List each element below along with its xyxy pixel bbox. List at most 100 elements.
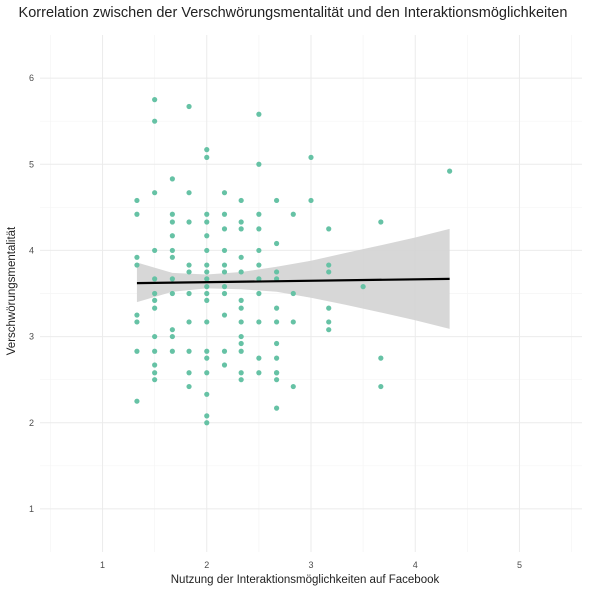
data-point <box>186 319 192 325</box>
data-point <box>152 305 158 311</box>
data-point <box>204 219 210 225</box>
data-point <box>186 219 192 225</box>
data-point <box>221 312 228 318</box>
data-point <box>204 391 210 397</box>
data-point <box>256 226 262 232</box>
y-tick-label: 2 <box>29 418 34 428</box>
data-point <box>186 269 192 275</box>
y-tick-label: 6 <box>29 73 34 83</box>
x-axis-label: Nutzung der Interaktionsmöglichkeiten au… <box>171 574 440 586</box>
x-tick-label: 2 <box>204 560 209 570</box>
data-point <box>204 420 210 426</box>
data-point <box>169 233 175 239</box>
data-point <box>256 161 262 167</box>
data-point <box>290 290 296 297</box>
data-point <box>169 290 175 297</box>
data-point <box>204 355 210 361</box>
data-point <box>186 370 192 376</box>
data-point <box>204 269 210 275</box>
data-point <box>326 269 332 275</box>
data-point <box>360 284 366 290</box>
data-point <box>221 190 228 196</box>
data-point <box>238 370 244 376</box>
data-point <box>290 383 296 390</box>
data-point <box>169 247 175 254</box>
data-point <box>204 262 210 268</box>
x-tick-label: 3 <box>308 560 313 570</box>
data-point <box>134 254 140 260</box>
data-point <box>290 211 296 217</box>
data-point <box>326 305 332 311</box>
data-point <box>204 211 210 217</box>
data-point <box>256 247 262 254</box>
data-point <box>308 154 314 160</box>
data-point <box>308 197 314 204</box>
tick-labels: 1 2 3 4 5 1 2 3 4 5 6 <box>29 73 522 570</box>
data-point <box>274 340 280 347</box>
data-point <box>274 370 280 376</box>
data-point <box>221 269 228 275</box>
y-tick-label: 3 <box>29 332 34 342</box>
data-point <box>238 319 244 325</box>
data-point <box>169 276 175 282</box>
data-point <box>134 197 140 204</box>
y-axis-label: Verschwörungsmentalität <box>6 226 18 355</box>
data-point <box>169 327 175 333</box>
data-point <box>169 333 175 340</box>
data-point <box>221 348 228 354</box>
data-point <box>134 398 140 404</box>
data-point <box>152 276 158 282</box>
data-point <box>256 111 262 117</box>
data-point <box>204 413 210 419</box>
data-point <box>169 176 175 182</box>
data-point <box>238 340 244 347</box>
data-point <box>256 355 262 361</box>
data-point <box>152 97 158 103</box>
data-point <box>447 168 453 174</box>
y-tick-label: 5 <box>29 159 34 169</box>
data-point <box>204 284 210 290</box>
data-point <box>204 348 210 354</box>
data-point <box>204 147 210 153</box>
chart-title: Korrelation zwischen der Verschwörungsme… <box>19 5 568 21</box>
data-point <box>238 219 244 225</box>
data-point <box>152 362 158 368</box>
data-point <box>186 103 192 110</box>
data-point <box>186 262 192 268</box>
data-point <box>204 154 210 160</box>
data-point <box>326 327 332 333</box>
data-point <box>204 247 210 254</box>
data-point <box>238 197 244 204</box>
confidence-band <box>136 228 450 329</box>
data-point <box>221 362 228 368</box>
data-point <box>238 377 244 383</box>
regression-line <box>136 277 450 285</box>
data-point <box>256 370 262 376</box>
data-point <box>169 348 175 354</box>
data-point <box>274 319 280 325</box>
data-point <box>186 383 192 390</box>
data-point <box>186 348 192 354</box>
data-point <box>204 233 210 239</box>
data-point <box>274 355 280 361</box>
data-point <box>256 262 262 268</box>
data-point <box>152 348 158 354</box>
data-point <box>152 290 158 297</box>
data-point <box>152 297 158 303</box>
data-point <box>221 262 228 268</box>
data-point <box>238 269 244 275</box>
x-tick-label: 5 <box>517 560 522 570</box>
data-point <box>152 370 158 376</box>
data-point <box>186 290 192 297</box>
data-point <box>274 240 280 247</box>
data-point <box>204 290 210 297</box>
data-point <box>169 219 175 225</box>
x-tick-label: 4 <box>413 560 418 570</box>
data-point <box>378 355 384 361</box>
data-point <box>152 190 158 196</box>
data-point <box>204 370 210 376</box>
data-point <box>238 348 244 354</box>
data-point <box>274 377 280 383</box>
data-point <box>256 211 262 217</box>
